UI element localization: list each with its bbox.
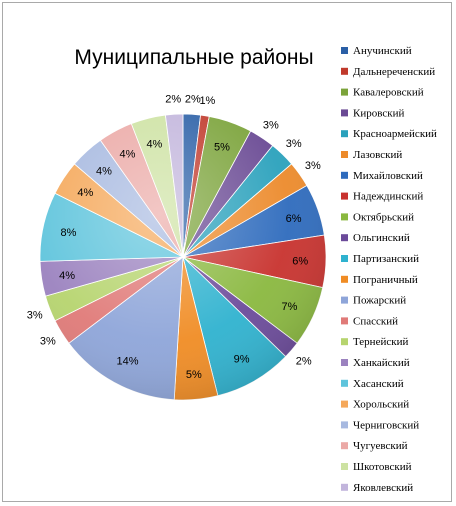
data-label-18: 4% xyxy=(96,165,112,177)
data-label-14: 3% xyxy=(27,309,43,321)
data-label-13: 3% xyxy=(40,336,56,348)
legend-label-14: Тернейский xyxy=(353,336,408,348)
legend-swatch-19 xyxy=(341,442,348,450)
data-label-10: 9% xyxy=(234,354,250,366)
data-label-20: 4% xyxy=(146,138,162,150)
data-label-0: 2% xyxy=(185,93,201,105)
legend-label-1: Дальнереченский xyxy=(353,66,435,78)
data-label-11: 5% xyxy=(186,369,202,381)
pie-slices xyxy=(39,113,327,401)
legend-swatch-15 xyxy=(341,359,348,366)
legend-swatch-14 xyxy=(341,338,348,346)
legend-swatch-0 xyxy=(341,47,348,54)
data-label-2: 5% xyxy=(214,141,230,153)
legend-label-18: Черниговский xyxy=(353,419,419,431)
legend-label-0: Анучинский xyxy=(353,45,412,57)
legend: Анучинский Дальнереченский Кавалеровский Ки… xyxy=(341,45,437,494)
legend-label-15: Ханкайский xyxy=(353,357,410,369)
legend-label-19: Чугуевский xyxy=(353,440,408,452)
chart-title: Муниципальные районы xyxy=(74,46,313,69)
data-label-1: 1% xyxy=(199,95,215,107)
legend-label-3: Кировский xyxy=(353,107,404,119)
legend-swatch-12 xyxy=(341,296,348,304)
legend-label-20: Шкотовский xyxy=(353,461,412,473)
legend-label-10: Партизанский xyxy=(353,253,419,265)
data-label-15: 4% xyxy=(59,270,75,282)
legend-label-6: Михайловский xyxy=(353,170,423,182)
legend-swatch-9 xyxy=(341,234,348,242)
legend-swatch-4 xyxy=(341,130,348,138)
legend-swatch-5 xyxy=(341,151,348,158)
legend-label-8: Октябрьский xyxy=(353,211,414,223)
legend-label-2: Кавалеровский xyxy=(353,87,424,99)
legend-swatch-17 xyxy=(341,400,348,408)
legend-swatch-21 xyxy=(341,483,348,491)
data-label-21: 2% xyxy=(165,93,181,105)
legend-swatch-7 xyxy=(341,192,348,200)
legend-label-11: Пограничный xyxy=(353,274,418,286)
legend-swatch-11 xyxy=(341,275,348,283)
data-label-5: 3% xyxy=(305,160,321,172)
data-label-6: 6% xyxy=(286,213,302,225)
legend-swatch-18 xyxy=(341,421,348,429)
data-label-19: 4% xyxy=(120,149,136,161)
legend-swatch-2 xyxy=(341,88,348,96)
data-label-16: 8% xyxy=(61,227,77,239)
data-label-17: 4% xyxy=(77,187,93,199)
legend-swatch-10 xyxy=(341,255,348,262)
data-label-3: 3% xyxy=(263,120,279,132)
legend-label-21: Яковлевский xyxy=(353,482,413,494)
data-label-12: 14% xyxy=(116,355,138,367)
data-labels: 2%1%5%3%3%3%6%6%7%2%9%5%14%3%3%4%8%4%4%4… xyxy=(27,93,321,381)
legend-swatch-13 xyxy=(341,317,348,325)
legend-label-17: Хорольский xyxy=(353,399,409,411)
legend-label-4: Красноармейский xyxy=(353,128,437,140)
legend-swatch-6 xyxy=(341,171,348,179)
data-label-8: 7% xyxy=(282,301,298,313)
legend-label-7: Надеждинский xyxy=(353,191,423,203)
legend-swatch-16 xyxy=(341,379,348,387)
pie-shine xyxy=(40,114,326,400)
data-label-7: 6% xyxy=(292,256,308,268)
legend-swatch-1 xyxy=(341,67,348,75)
data-label-9: 2% xyxy=(296,355,312,367)
legend-label-13: Спасский xyxy=(353,315,398,327)
legend-swatch-20 xyxy=(341,463,348,470)
legend-label-9: Ольгинский xyxy=(353,232,410,244)
data-label-4: 3% xyxy=(286,138,302,150)
legend-label-16: Хасанский xyxy=(353,378,404,390)
legend-label-12: Пожарский xyxy=(353,295,406,307)
legend-swatch-8 xyxy=(341,213,348,221)
legend-swatch-3 xyxy=(341,109,348,117)
legend-label-5: Лазовский xyxy=(353,149,402,161)
